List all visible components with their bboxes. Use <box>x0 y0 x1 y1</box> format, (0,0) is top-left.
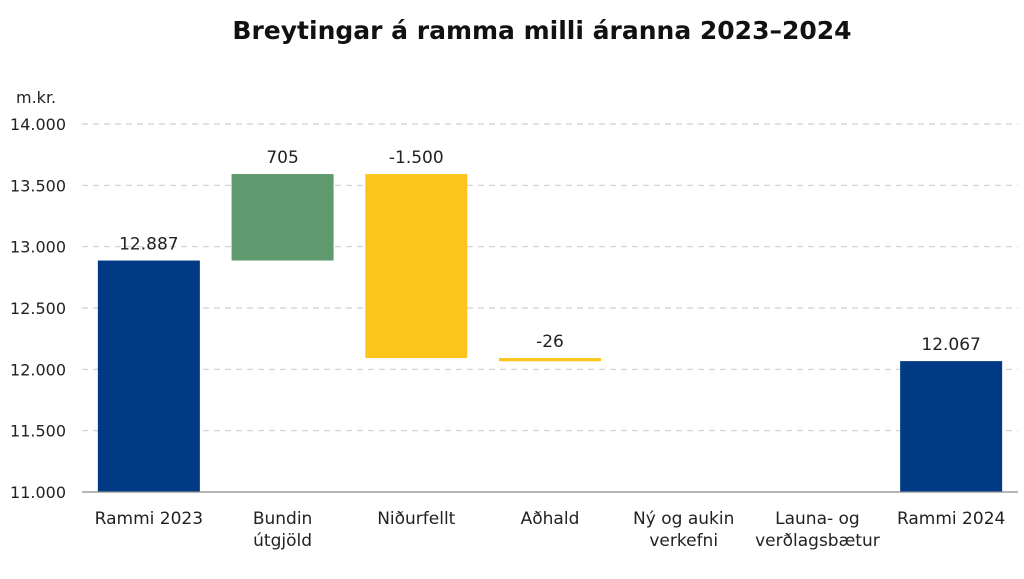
category-label: verkefni <box>649 531 718 551</box>
category-label: Aðhald <box>521 509 580 529</box>
category-label: útgjöld <box>253 531 312 551</box>
chart-title: Breytingar á ramma milli áranna 2023–202… <box>232 16 851 45</box>
y-axis-unit-label: m.kr. <box>16 88 56 107</box>
bar <box>97 260 200 492</box>
data-labels: 12.887 705 -1.500 -26 12.067 <box>119 148 981 355</box>
data-label: -26 <box>536 332 564 352</box>
category-label: Rammi 2024 <box>897 509 1005 529</box>
category-label: Launa- og <box>775 509 860 529</box>
bar <box>365 174 468 359</box>
category-label: Rammi 2023 <box>95 509 203 529</box>
bars <box>97 174 1003 492</box>
bar <box>900 361 1003 492</box>
y-tick-label: 11.500 <box>10 422 66 441</box>
data-label: 705 <box>266 148 298 168</box>
data-label: 12.067 <box>921 335 980 355</box>
gridlines <box>82 123 1018 432</box>
category-label: verðlagsbætur <box>755 531 880 551</box>
category-label: Niðurfellt <box>377 509 455 529</box>
y-tick-label: 14.000 <box>10 115 66 134</box>
y-axis-ticks: 11.000 11.500 12.000 12.500 13.000 13.500 14.0… <box>10 115 66 502</box>
category-label: Bundin <box>253 509 313 529</box>
y-tick-label: 11.000 <box>10 483 66 502</box>
y-tick-label: 13.000 <box>10 238 66 257</box>
y-tick-label: 12.000 <box>10 360 66 379</box>
bar <box>499 358 601 362</box>
bar <box>231 174 334 261</box>
category-label: Ný og aukin <box>633 509 734 529</box>
y-tick-label: 12.500 <box>10 299 66 318</box>
y-tick-label: 13.500 <box>10 176 66 195</box>
data-label: -1.500 <box>389 148 444 168</box>
data-label: 12.887 <box>119 235 178 255</box>
